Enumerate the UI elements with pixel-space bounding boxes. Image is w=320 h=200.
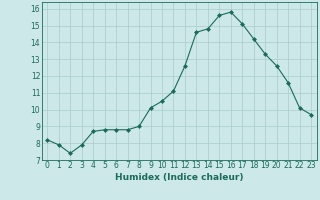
X-axis label: Humidex (Indice chaleur): Humidex (Indice chaleur) [115, 173, 244, 182]
